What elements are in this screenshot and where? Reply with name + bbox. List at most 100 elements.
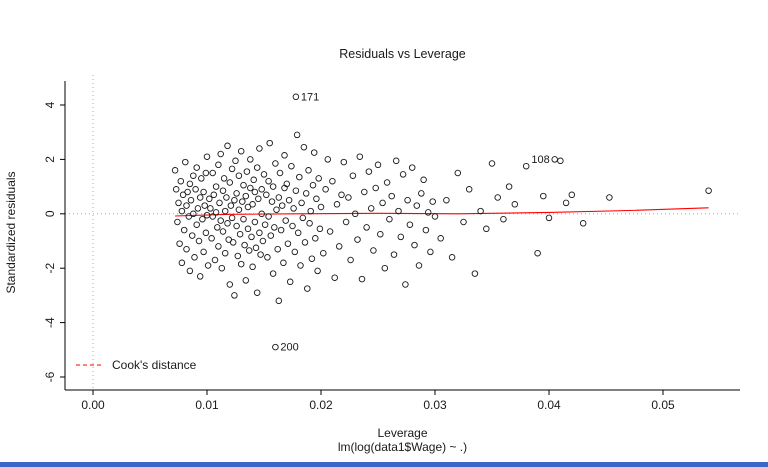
data-point xyxy=(201,202,208,209)
data-point xyxy=(289,222,296,230)
data-point xyxy=(184,188,191,196)
data-point xyxy=(290,205,297,212)
data-point xyxy=(422,226,430,234)
data-point xyxy=(260,171,268,178)
data-point xyxy=(361,188,368,196)
data-point xyxy=(259,237,267,245)
data-point xyxy=(250,176,257,184)
data-point xyxy=(177,177,185,185)
data-point xyxy=(288,162,295,170)
data-point xyxy=(379,199,386,207)
x-tick-label: 0.02 xyxy=(309,398,333,412)
data-point xyxy=(209,213,216,220)
data-point xyxy=(211,256,219,264)
data-point xyxy=(269,270,277,277)
data-point xyxy=(234,252,242,260)
data-point xyxy=(277,226,285,234)
data-point xyxy=(500,215,507,223)
data-point xyxy=(256,229,263,237)
data-point xyxy=(252,244,260,252)
data-point xyxy=(511,201,519,208)
data-point xyxy=(402,281,409,288)
data-point xyxy=(292,187,300,194)
data-point xyxy=(579,220,587,227)
data-point xyxy=(200,188,207,196)
data-point xyxy=(274,245,281,253)
data-point xyxy=(272,160,279,167)
x-tick-label: 0.03 xyxy=(423,398,447,412)
y-axis-label: Standardized residuals xyxy=(4,171,18,293)
data-point xyxy=(349,172,357,179)
data-point xyxy=(329,177,336,185)
data-point xyxy=(208,235,215,242)
data-point xyxy=(251,218,259,226)
data-point xyxy=(298,199,305,207)
data-point xyxy=(408,164,416,171)
data-point xyxy=(276,169,284,177)
data-point xyxy=(300,143,308,151)
data-point xyxy=(278,202,286,209)
outlier-point xyxy=(292,93,300,101)
data-point xyxy=(411,241,418,249)
data-point xyxy=(187,196,195,204)
data-point xyxy=(465,186,473,193)
data-point xyxy=(281,152,288,159)
data-point xyxy=(282,217,289,224)
data-point xyxy=(175,199,182,207)
data-point xyxy=(186,180,194,188)
data-point xyxy=(488,160,496,167)
data-point xyxy=(309,181,317,189)
data-point xyxy=(253,289,261,296)
data-point xyxy=(365,168,373,175)
data-point xyxy=(248,233,255,241)
x-tick-label: 0.01 xyxy=(195,398,219,412)
labeled-points: 171 108 200 xyxy=(272,91,558,354)
data-point xyxy=(214,224,221,231)
data-point xyxy=(315,175,322,182)
data-point xyxy=(218,264,226,272)
data-point xyxy=(235,206,243,213)
data-point xyxy=(301,239,309,246)
data-point xyxy=(265,177,272,185)
data-point xyxy=(226,281,234,288)
data-point xyxy=(505,183,513,190)
data-point xyxy=(351,210,359,218)
x-tick-label: 0.00 xyxy=(81,398,105,412)
data-point xyxy=(257,251,264,258)
data-point xyxy=(275,194,283,201)
data-point xyxy=(191,254,198,261)
x-tick-label: 0.04 xyxy=(537,398,561,412)
data-point xyxy=(383,179,391,186)
data-point xyxy=(186,267,194,275)
data-point xyxy=(448,254,456,261)
data-point xyxy=(188,232,196,239)
data-point xyxy=(240,215,247,223)
data-point xyxy=(258,186,265,193)
scatter-points xyxy=(171,131,712,305)
data-point xyxy=(196,273,204,280)
data-point xyxy=(320,249,327,257)
data-point xyxy=(225,236,232,243)
data-point xyxy=(314,267,321,275)
data-point xyxy=(358,275,366,283)
data-point xyxy=(179,191,187,199)
data-point xyxy=(212,209,220,216)
data-point xyxy=(443,196,450,204)
data-point xyxy=(247,156,254,163)
data-point xyxy=(263,191,270,199)
data-point xyxy=(297,262,304,269)
data-point xyxy=(413,202,421,209)
data-point xyxy=(367,205,375,212)
data-point xyxy=(356,153,364,160)
data-point xyxy=(294,229,302,237)
data-point xyxy=(219,187,227,194)
data-point xyxy=(216,199,223,207)
data-point xyxy=(192,186,199,193)
data-point xyxy=(372,184,379,192)
data-point xyxy=(202,169,210,177)
data-point xyxy=(172,186,180,193)
data-point xyxy=(390,251,398,258)
data-point xyxy=(296,173,303,181)
data-point xyxy=(183,245,190,253)
